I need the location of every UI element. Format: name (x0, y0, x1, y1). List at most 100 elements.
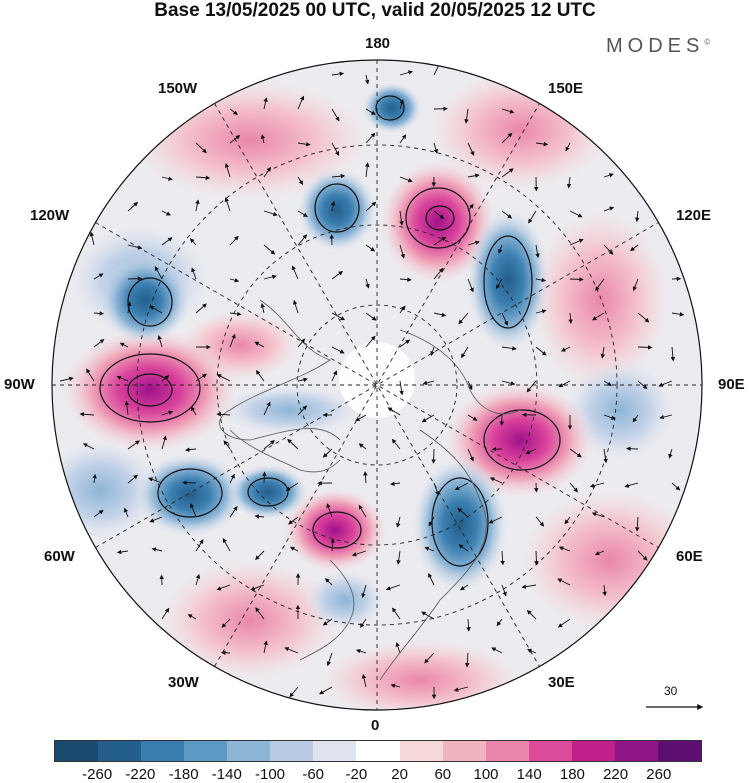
colorbar-swatch (399, 741, 443, 761)
wind-vector (433, 210, 445, 219)
wind-vector (161, 210, 172, 216)
wind-vector (123, 507, 129, 518)
wind-vector (190, 503, 197, 518)
wind-vector (395, 642, 401, 654)
wind-vector (93, 311, 105, 316)
wind-vector (187, 614, 197, 620)
wind-vector (263, 244, 276, 255)
wind-vector (284, 647, 299, 654)
wind-vector (467, 142, 475, 156)
wind-vector (535, 346, 547, 356)
wind-vector (263, 401, 271, 416)
wind-vector (428, 572, 435, 586)
wind-vector (668, 448, 673, 459)
wind-vector (600, 346, 606, 359)
wind-vector (431, 448, 436, 464)
colorbar-tick-label: -60 (302, 766, 325, 783)
wind-vector (195, 573, 201, 586)
wind-vector (216, 412, 231, 417)
wind-vector (671, 482, 681, 491)
negative-anomaly-center (297, 168, 377, 252)
wind-vector (424, 546, 435, 552)
colorbar-swatch (356, 741, 400, 761)
wind-vector (365, 244, 376, 252)
wind-vector (363, 471, 368, 484)
wind-vector (635, 516, 640, 532)
wind-vector (399, 244, 405, 259)
wind-vector (566, 176, 572, 189)
wind-vector (289, 546, 299, 552)
wind-vector (157, 335, 163, 348)
wind-vector (195, 303, 207, 314)
wind-vector (221, 618, 231, 628)
wind-vector (399, 176, 413, 183)
longitude-label-180: 180 (365, 35, 391, 52)
wind-vector (149, 516, 163, 523)
wind-vector (260, 134, 266, 144)
wind-vector (358, 443, 367, 450)
wind-vector (501, 312, 509, 326)
wind-vector (399, 305, 406, 314)
positive-anomaly-center (62, 328, 238, 452)
wind-vector (189, 238, 197, 246)
wind-vector (93, 339, 105, 348)
anomaly-field (52, 60, 702, 710)
map-boundary (51, 59, 703, 711)
wind-vector (331, 173, 346, 179)
wind-vector (603, 414, 616, 420)
wind-vector (161, 607, 170, 620)
wind-vector (262, 471, 267, 484)
wind-vector (501, 108, 515, 114)
brand-mark: © (704, 37, 711, 47)
wind-vector (331, 71, 345, 77)
wind-vector (591, 512, 605, 518)
longitude-label-150e: 150E (548, 80, 584, 97)
wind-vector (454, 482, 469, 490)
wind-vector (116, 375, 129, 382)
negative-anomaly-center (100, 255, 190, 345)
wind-vector (255, 607, 265, 620)
wind-vector (127, 276, 143, 281)
wind-vector (195, 539, 204, 552)
wind-vector (489, 477, 503, 484)
colorbar-swatch (55, 741, 99, 761)
colorbar-tick-label: -220 (125, 766, 156, 783)
wind-vector (288, 516, 299, 525)
wind-vector (385, 584, 401, 591)
wind-vector (467, 278, 474, 293)
wind-vector (630, 244, 639, 252)
wind-vector (291, 265, 299, 280)
colorbar (54, 740, 702, 762)
wind-vector (365, 278, 370, 289)
wind-vector (324, 578, 333, 586)
colorbar-tick-label: 100 (473, 766, 499, 783)
wind-vector (351, 550, 367, 557)
wind-vector (161, 410, 174, 416)
wind-vector (671, 312, 685, 317)
wind-vector (534, 550, 539, 566)
wind-vector (331, 108, 340, 122)
colorbar-swatch (227, 741, 271, 761)
wind-vector (632, 414, 639, 423)
wind-vector (467, 380, 473, 391)
wind-vector (525, 448, 537, 455)
colorbar-tick-label: 140 (516, 766, 542, 783)
wind-vector (424, 652, 435, 664)
wind-vector (322, 448, 333, 458)
wind-vector (229, 235, 239, 246)
wind-vector (331, 142, 340, 156)
wind-vector (195, 199, 200, 212)
wind-vector (224, 197, 231, 212)
longitude-label-150w: 150W (158, 80, 198, 97)
longitude-label-60w: 60W (44, 548, 75, 565)
colorbar-swatch (657, 741, 701, 761)
wind-vector (263, 210, 278, 217)
wind-vector (433, 312, 447, 317)
wind-vector (229, 278, 240, 283)
wind-vector (161, 237, 173, 246)
wind-vector (569, 210, 583, 218)
wind-vector (297, 338, 306, 348)
colorbar-swatch (571, 741, 615, 761)
wind-vector (127, 201, 139, 212)
wind-vector (365, 312, 377, 321)
